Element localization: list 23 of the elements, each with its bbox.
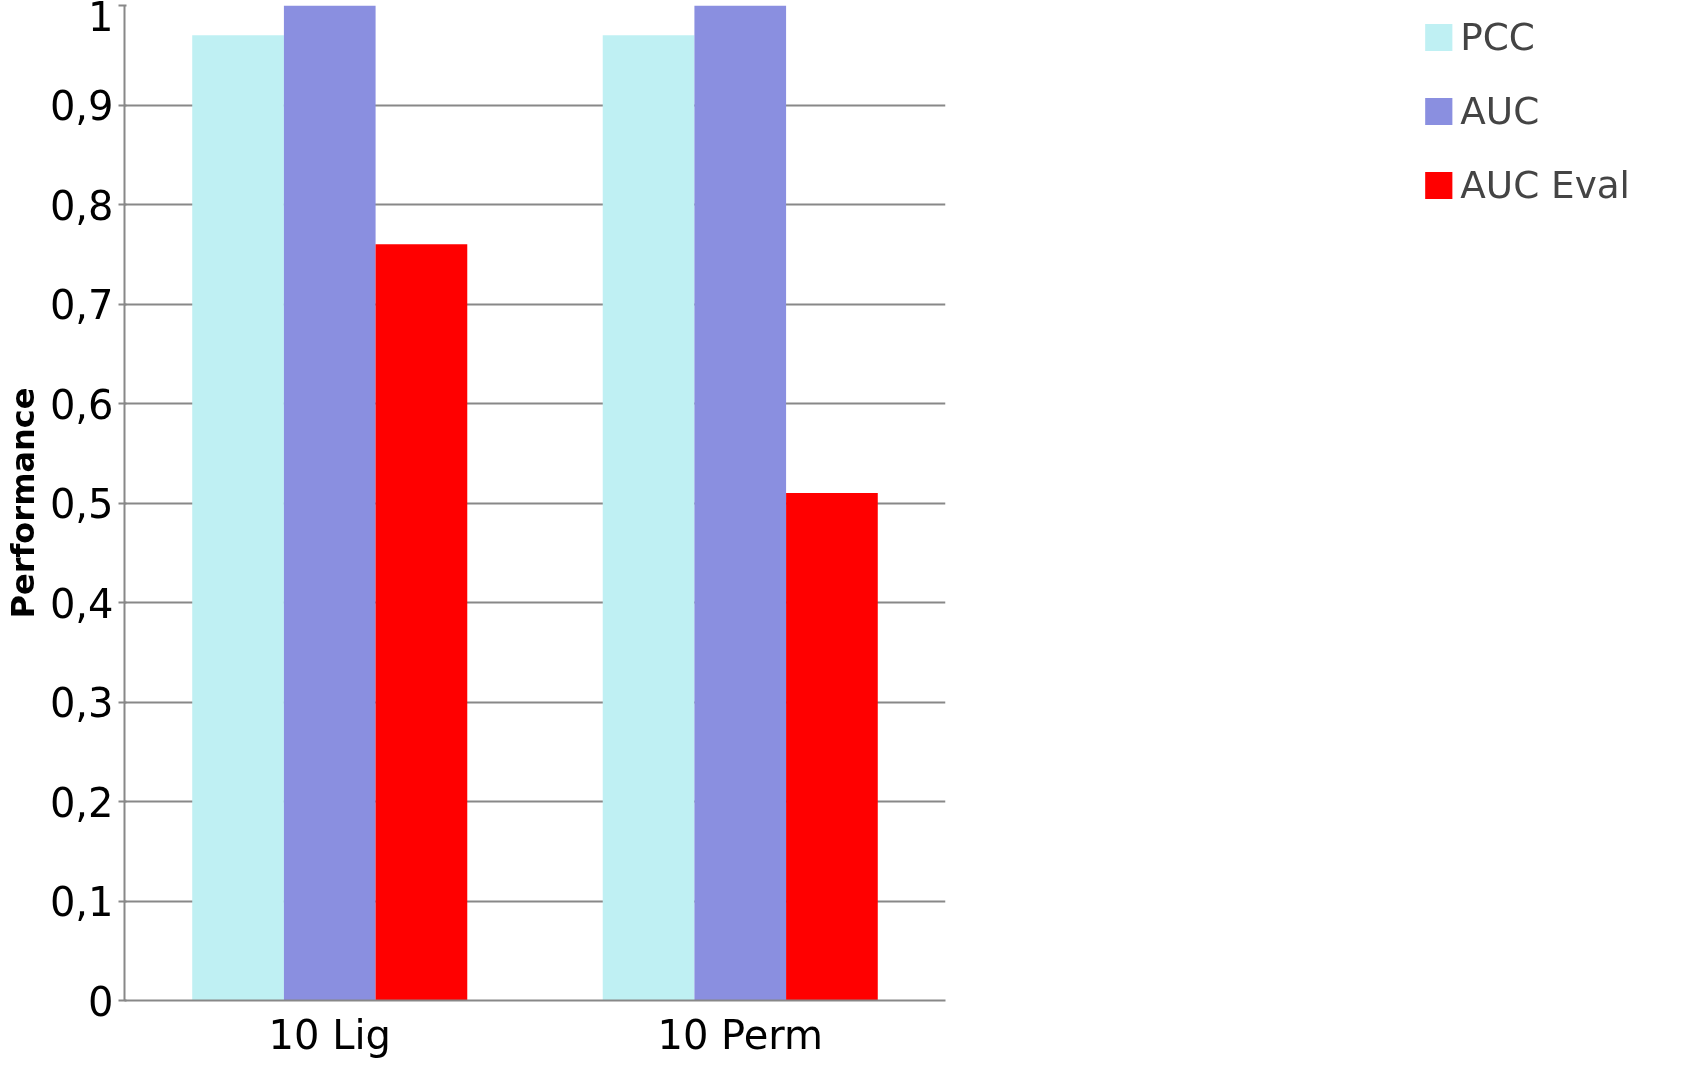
bar	[694, 5, 787, 1001]
y-tick-label: 0,8	[49, 182, 114, 229]
bar	[786, 493, 878, 1001]
y-tick-label: 0,7	[49, 282, 114, 328]
bar	[375, 244, 468, 1001]
y-tick-label: 0,6	[49, 381, 114, 428]
legend-label: AUC Eval	[1460, 163, 1630, 207]
y-tick-label: 0,2	[49, 779, 114, 826]
legend-label: PCC	[1460, 15, 1535, 59]
x-tick-label: 10 Lig	[268, 1011, 391, 1058]
y-tick-label: 1	[88, 0, 114, 40]
x-tick-label: 10 Perm	[657, 1011, 824, 1058]
bar	[192, 35, 284, 1001]
y-tick-label: 0,9	[49, 83, 114, 129]
y-tick-label: 0,3	[49, 680, 114, 726]
y-axis-title: Performance	[3, 387, 42, 619]
bar	[602, 35, 695, 1001]
y-tick-label: 0,1	[49, 879, 114, 925]
bar	[283, 5, 376, 1001]
y-tick-label: 0,5	[49, 481, 114, 527]
y-tick-label: 0	[88, 978, 114, 1025]
legend-label: AUC	[1460, 89, 1540, 133]
y-tick-label: 0,4	[49, 580, 114, 627]
